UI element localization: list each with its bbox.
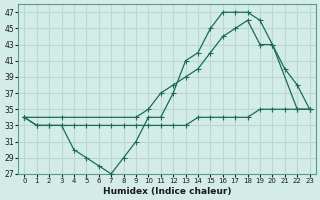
X-axis label: Humidex (Indice chaleur): Humidex (Indice chaleur) [103,187,231,196]
